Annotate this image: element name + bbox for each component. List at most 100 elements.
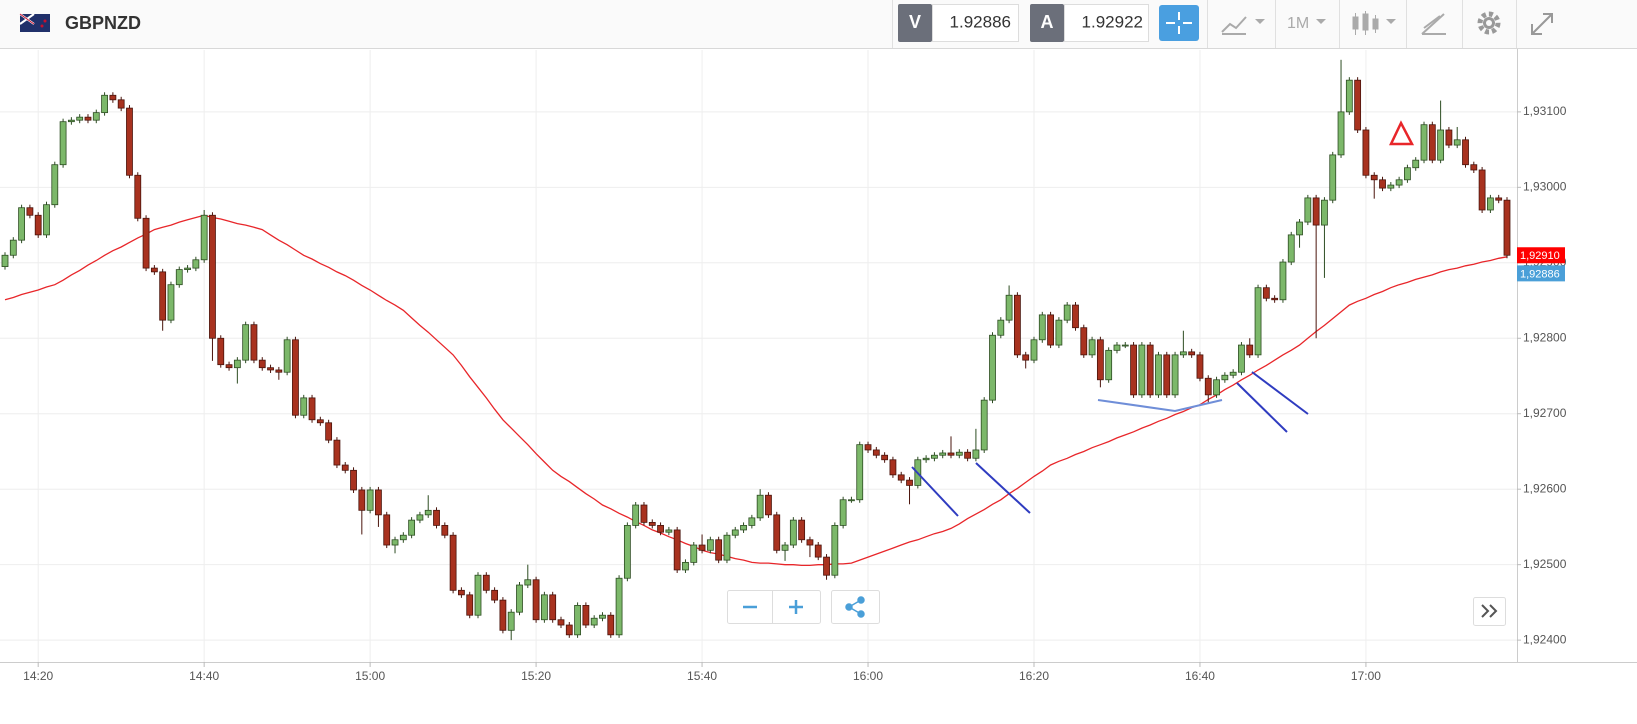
- candle-body: [549, 594, 557, 621]
- candle-body: [1321, 199, 1328, 226]
- candle-body: [524, 579, 532, 586]
- candle-body: [507, 611, 515, 631]
- bid-box: [932, 4, 1019, 42]
- candle-body: [1478, 169, 1486, 211]
- share-icon: [845, 596, 865, 618]
- candle-body: [1246, 344, 1254, 356]
- settings-button[interactable]: [1477, 11, 1501, 35]
- candle-body: [458, 589, 465, 596]
- candle-body: [1312, 197, 1320, 226]
- candle-body: [491, 589, 499, 601]
- candle-body: [1096, 339, 1104, 381]
- chart-type-button[interactable]: [1221, 16, 1247, 35]
- candle-body: [258, 359, 266, 369]
- x-tick-label: 16:00: [853, 669, 883, 683]
- candle-body: [1279, 261, 1287, 301]
- candle-body: [441, 525, 449, 536]
- candle-body: [1138, 344, 1146, 396]
- crosshair-button[interactable]: [1159, 5, 1199, 41]
- candle-body: [765, 494, 772, 516]
- candle-body: [233, 359, 241, 369]
- candle-body: [972, 449, 980, 459]
- candle-body: [267, 367, 274, 371]
- candle-body: [1204, 377, 1212, 396]
- candle-body: [366, 489, 374, 511]
- candle-body: [1055, 319, 1063, 346]
- candle-body: [864, 444, 872, 451]
- candle-body: [209, 214, 216, 339]
- candle-body: [433, 509, 440, 526]
- candle-body: [657, 525, 664, 533]
- candle-body: [889, 459, 897, 476]
- candle-body: [748, 517, 756, 526]
- bid-price-tag-label: 1,92886: [1520, 268, 1560, 280]
- candle-body: [1013, 294, 1021, 356]
- ask-button[interactable]: [1030, 4, 1064, 42]
- candle-body: [283, 339, 291, 373]
- fullscreen-button[interactable]: [1531, 13, 1553, 35]
- drawings: [911, 120, 1415, 517]
- symbol: GBPNZD: [65, 13, 141, 33]
- candle-body: [474, 574, 482, 616]
- candle-body: [648, 521, 656, 526]
- candle-body: [341, 464, 349, 471]
- candle-body: [358, 489, 366, 511]
- y-tick-label: 1,92800: [1523, 330, 1567, 344]
- x-tick-label: 17:00: [1351, 669, 1381, 683]
- y-tick-label: 1,93100: [1523, 104, 1567, 118]
- candle-body: [1370, 174, 1378, 181]
- candle-body: [275, 369, 283, 373]
- candle-body: [715, 539, 723, 561]
- candle-body: [184, 267, 191, 270]
- share-button[interactable]: [831, 590, 880, 624]
- candle-body: [416, 514, 424, 521]
- bid-button[interactable]: [898, 4, 932, 42]
- candle-body: [242, 324, 250, 361]
- candle-body: [1462, 139, 1469, 166]
- y-tick-label: 1,92500: [1523, 557, 1567, 571]
- candle-body: [1271, 297, 1279, 301]
- y-tick-label: 1,92700: [1523, 406, 1567, 420]
- ask-price: 1.92922: [1082, 12, 1143, 31]
- candle-body: [292, 339, 299, 416]
- candle-body: [1213, 379, 1220, 396]
- candle-style-button[interactable]: [1352, 11, 1379, 35]
- candle-body: [399, 534, 407, 541]
- candle-body: [1072, 304, 1079, 329]
- candle-body: [482, 574, 490, 591]
- candle-body: [1296, 221, 1303, 236]
- x-tick-label: 15:20: [521, 669, 551, 683]
- candle-body: [789, 519, 797, 546]
- candle-body: [1238, 344, 1245, 373]
- zoom-in[interactable]: [789, 600, 803, 614]
- dropdown-caret: [1316, 19, 1326, 24]
- candle-body: [565, 624, 573, 636]
- candle-body: [731, 529, 739, 536]
- candle-body: [150, 267, 158, 273]
- candle-body: [1221, 374, 1229, 381]
- candle-body: [980, 399, 988, 451]
- zoom-controls: [727, 590, 880, 624]
- candle-body: [955, 451, 963, 456]
- candle-body: [18, 207, 25, 241]
- ask-label: A: [1041, 12, 1054, 32]
- candle-body: [134, 174, 142, 219]
- candle-body: [1113, 344, 1121, 351]
- candle-body: [1362, 129, 1370, 176]
- candle-body: [1354, 79, 1362, 131]
- candle-body: [1345, 79, 1353, 113]
- candle-body: [200, 214, 208, 261]
- candle-body: [1437, 129, 1445, 161]
- candle-body: [1395, 179, 1403, 186]
- candle-body: [516, 584, 523, 613]
- candle-body: [1379, 179, 1386, 189]
- scroll-right-button[interactable]: [1473, 597, 1506, 626]
- candle-body: [466, 594, 474, 616]
- candle-body: [1196, 354, 1204, 379]
- draw-tools-button[interactable]: [1421, 13, 1446, 35]
- candle-body: [615, 577, 623, 636]
- timeframe[interactable]: 1M: [1287, 15, 1309, 32]
- candle-body: [1022, 354, 1030, 361]
- candle-body: [872, 449, 880, 456]
